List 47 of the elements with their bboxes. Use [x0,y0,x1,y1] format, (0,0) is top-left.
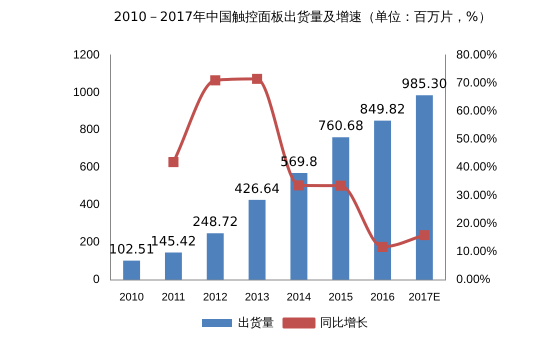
x-tick-label: 2017E [408,291,440,304]
legend-label: 出货量 [238,315,274,330]
x-tick-label: 2015 [328,291,353,304]
y2-tick-label: 0.00% [456,272,491,286]
y2-tick-label: 30.00% [456,188,498,202]
bar [164,252,182,280]
y-tick-label: 200 [80,234,100,249]
chart-title: 2010－2017年中国触控面板出货量及增速（单位：百万片，%） [112,9,492,26]
y2-tick-label: 20.00% [456,216,498,230]
data-label: 426.64 [234,182,280,197]
bar [206,233,224,280]
y2-tick-label: 80.00% [456,47,498,62]
bar [374,120,392,280]
point [336,180,346,191]
point [419,230,430,240]
bar [123,260,140,280]
point [252,74,262,84]
bar [416,95,433,280]
data-label: 985.30 [402,77,448,92]
x-tick-label: 2014 [286,291,312,304]
point [210,75,220,86]
y2-tick-label: 70.00% [456,75,498,90]
data-label: 760.68 [318,119,364,134]
x-tick-label: 2013 [244,291,270,304]
y2-tick-label: 10.00% [456,244,498,258]
y-tick-label: 800 [80,122,100,136]
data-label: 248.72 [192,215,238,230]
y2-tick-label: 40.00% [456,160,498,174]
y-tick-label: 1000 [72,84,100,99]
y-tick-label: 1200 [72,47,100,62]
x-tick-label: 2016 [370,291,395,304]
bar [332,137,350,280]
y2-tick-label: 50.00% [456,132,498,146]
y2-tick-label: 60.00% [456,104,498,118]
legend-label: 同比增长 [320,315,368,330]
x-tick-label: 2010 [119,291,144,304]
x-tick-label: 2011 [162,291,186,304]
y-tick-label: 0 [93,272,100,286]
point [168,157,178,168]
data-label: 849.82 [360,102,406,118]
y-tick-label: 600 [80,160,100,174]
bar [248,200,266,280]
point [294,180,304,190]
y-tick-label: 400 [80,197,100,212]
x-tick-label: 2012 [203,291,228,304]
point [378,242,388,252]
bar [290,173,308,280]
